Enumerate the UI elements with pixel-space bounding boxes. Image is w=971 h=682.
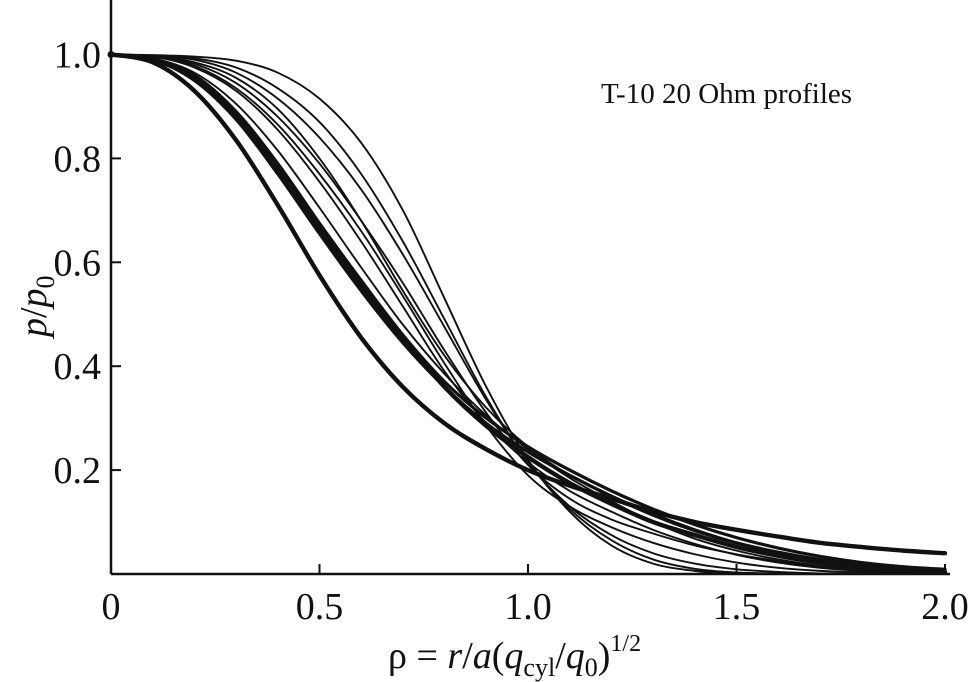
x-ticks: 0 0.5 1.0 1.5 2.0 xyxy=(102,564,969,628)
y-ticks: 0.2 0.4 0.6 0.8 1.0 xyxy=(54,35,121,492)
series-group xyxy=(107,51,948,575)
profile-curve-4 xyxy=(109,52,947,571)
x-tick-label: 2.0 xyxy=(921,586,969,628)
y-tick-label: 0.4 xyxy=(54,346,102,388)
axes: 0 0.5 1.0 1.5 2.0 0.2 0.4 0.6 0.8 1.0 xyxy=(54,0,969,628)
profile-curve-5 xyxy=(110,53,946,574)
x-tick-label: 1.5 xyxy=(713,586,761,628)
profile-curve-8 xyxy=(110,53,946,574)
profile-curve-10 xyxy=(110,53,946,575)
y-axis-title: p/p0 xyxy=(13,275,60,340)
profile-curve-1 xyxy=(108,52,948,556)
chart-annotation: T-10 20 Ohm profiles xyxy=(601,78,852,110)
profile-curve-9 xyxy=(110,53,946,575)
x-tick-label: 0.5 xyxy=(296,586,344,628)
x-axis-title: ρ = r/a(qcyl/q0)1/2 xyxy=(388,631,641,682)
y-tick-label: 1.0 xyxy=(54,35,102,77)
y-tick-label: 0.2 xyxy=(54,450,102,492)
y-tick-label: 0.6 xyxy=(54,242,102,284)
x-tick-label: 1.0 xyxy=(504,586,552,628)
profile-curve-2 xyxy=(108,52,948,575)
profile-curve-7 xyxy=(110,53,946,575)
y-tick-label: 0.8 xyxy=(54,138,102,180)
x-tick-label: 0 xyxy=(102,586,121,628)
origin-point xyxy=(107,51,115,58)
profile-curve-6 xyxy=(110,53,946,575)
profile-curve-11 xyxy=(110,53,946,575)
profile-curve-3 xyxy=(109,52,947,572)
profile-curve-12 xyxy=(110,53,946,571)
